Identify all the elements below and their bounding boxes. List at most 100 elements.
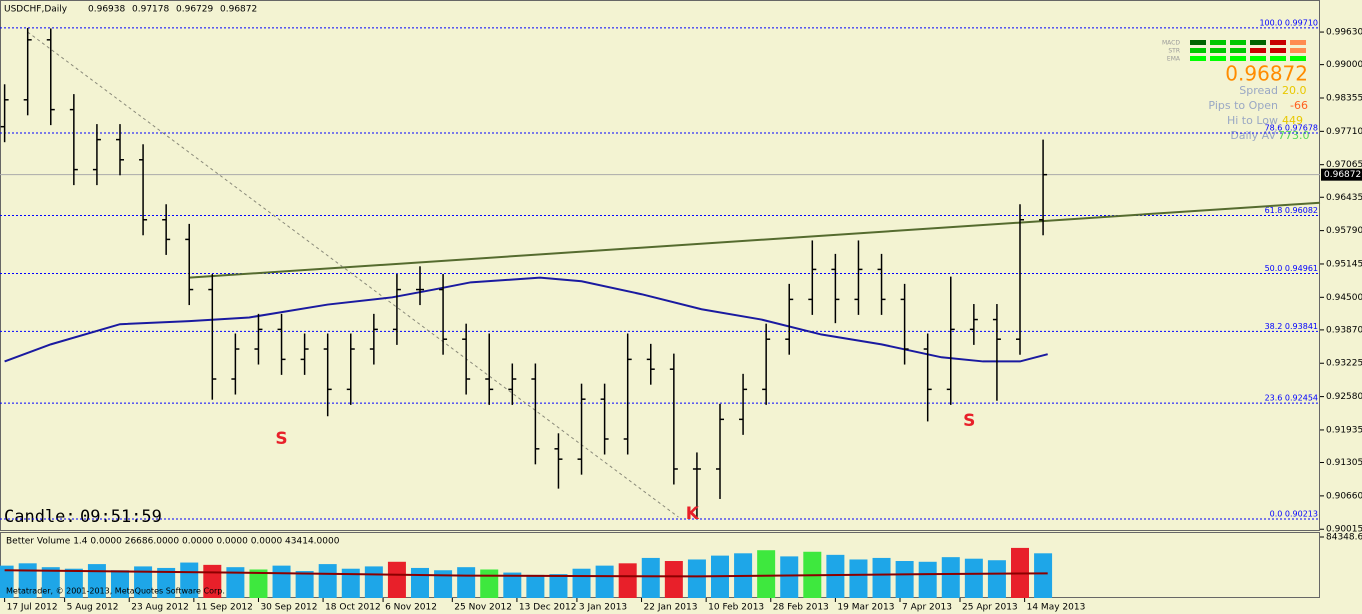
fibo-label: 61.8 0.96082: [1265, 206, 1318, 215]
volume-bar: [318, 564, 337, 598]
volume-bar: [964, 558, 983, 598]
current-price-label: 0.96872: [1324, 170, 1361, 180]
x-tick-label: 23 Aug 2012: [131, 603, 189, 613]
x-tick-label: 25 Nov 2012: [454, 603, 512, 613]
x-tick-label: 3 Jan 2013: [579, 603, 627, 613]
volume-bar: [549, 574, 568, 598]
volume-bar: [987, 560, 1006, 598]
indicator-label: STR: [1168, 48, 1180, 55]
volume-bar: [1034, 553, 1053, 598]
info-label: Pips to Open: [1208, 99, 1278, 112]
high: 0.97178: [132, 5, 169, 15]
volume-bar: [595, 565, 614, 598]
x-tick-label: 7 Apr 2013: [902, 603, 952, 613]
info-label: Spread: [1239, 84, 1278, 97]
current-price-box: [1321, 168, 1362, 181]
x-tick-label: 28 Feb 2013: [773, 603, 829, 613]
x-tick-label: 6 Nov 2012: [385, 603, 437, 613]
info-label: Daily AV: [1230, 129, 1276, 142]
volume-bar: [526, 574, 545, 598]
moving-average: [4, 276, 1048, 363]
main-panel: [0, 0, 1320, 531]
volume-bar: [387, 561, 406, 598]
x-tick-label: 17 Jul 2012: [7, 603, 58, 613]
annotation: S: [963, 411, 975, 431]
open: 0.96938: [88, 5, 125, 15]
fibo-label: 0.0 0.90213: [1270, 509, 1318, 518]
y-tick-label: 0.98355: [1326, 93, 1362, 103]
info-value: -66: [1290, 99, 1308, 112]
x-tick-label: 19 Mar 2013: [837, 603, 894, 613]
volume-average: [4, 569, 1048, 578]
indicator-label: EMA: [1167, 56, 1181, 63]
candle-time: 09:51:59: [80, 507, 162, 527]
volume-bar: [826, 554, 845, 598]
volume-panel: [0, 532, 1320, 598]
volume-bar: [941, 557, 960, 598]
x-tick-label: 22 Jan 2013: [644, 603, 698, 613]
volume-bar: [87, 564, 106, 598]
y-tick-label: 0.93870: [1326, 325, 1362, 335]
volume-bar: [664, 561, 683, 598]
info-label: Hi to Low: [1227, 114, 1278, 127]
y-tick-label: 0.93225: [1326, 359, 1362, 369]
volume-bar: [18, 563, 37, 598]
candle-label: Candle:: [4, 507, 76, 527]
volume-bar: [272, 565, 291, 598]
volume-bar: [134, 566, 153, 598]
volume-bar: [64, 568, 83, 598]
y-tick-label: 0.90015: [1326, 525, 1362, 535]
annotation: K: [686, 504, 700, 524]
y-tick-label: 0.96435: [1326, 193, 1362, 203]
x-tick-label: 25 Apr 2013: [962, 603, 1018, 613]
fibo-label: 78.6 0.97678: [1265, 123, 1318, 132]
volume-bar: [572, 568, 591, 598]
y-tick-label: 0.95790: [1326, 226, 1362, 236]
indicator-grid: MACD STR EMA: [1162, 40, 1306, 63]
volume-bar: [411, 567, 429, 598]
info-price: 0.96872: [1225, 62, 1308, 86]
volume-bar: [503, 572, 522, 598]
x-tick-label: 11 Sep 2012: [196, 603, 253, 613]
y-tick-label: 0.99630: [1326, 28, 1362, 38]
info-value: 20.0: [1282, 84, 1307, 97]
volume-bar: [341, 568, 360, 598]
fibo-label: 100.0 0.99710: [1259, 18, 1318, 27]
y-tick-label: 0.91305: [1326, 458, 1362, 468]
volume-bar: [618, 563, 637, 598]
volume-bar: [434, 570, 453, 598]
y-tick-label: 0.95145: [1326, 259, 1362, 269]
x-tick-label: 10 Feb 2013: [708, 603, 764, 613]
volume-bar: [295, 571, 314, 598]
volume-bar: [757, 550, 776, 598]
volume-bar: [0, 565, 14, 598]
volume-bar: [480, 569, 499, 598]
volume-bar: [41, 567, 60, 598]
y-tick-label: 0.94500: [1326, 293, 1362, 303]
volume-bar: [849, 559, 868, 598]
volume-bar: [111, 570, 129, 598]
trendline: [189, 201, 1321, 279]
annotation: S: [275, 429, 287, 449]
y-tick-label: 0.92580: [1326, 392, 1362, 402]
volume-bar: [780, 556, 799, 598]
x-tick-label: 13 Dec 2012: [519, 603, 577, 613]
volume-bar: [641, 557, 660, 598]
volume-bar: [687, 559, 706, 598]
volume-bar: [364, 566, 383, 598]
fibo-label: 50.0 0.94961: [1265, 264, 1318, 273]
x-tick-label: 14 May 2013: [1027, 603, 1086, 613]
indicator-label: MACD: [1162, 40, 1180, 47]
volume-title: Better Volume 1.4 0.0000 26686.0000 0.00…: [6, 537, 340, 547]
volume-bar: [918, 561, 937, 598]
low: 0.96729: [176, 5, 213, 15]
y-tick-label: 0.97710: [1326, 127, 1362, 137]
info-value: 449: [1282, 114, 1303, 127]
symbol: USDCHF,Daily: [4, 5, 68, 15]
y-tick-label: 0.97065: [1326, 160, 1362, 170]
volume-bar: [872, 557, 891, 598]
volume-bar: [157, 567, 176, 598]
volume-bar: [457, 567, 476, 598]
